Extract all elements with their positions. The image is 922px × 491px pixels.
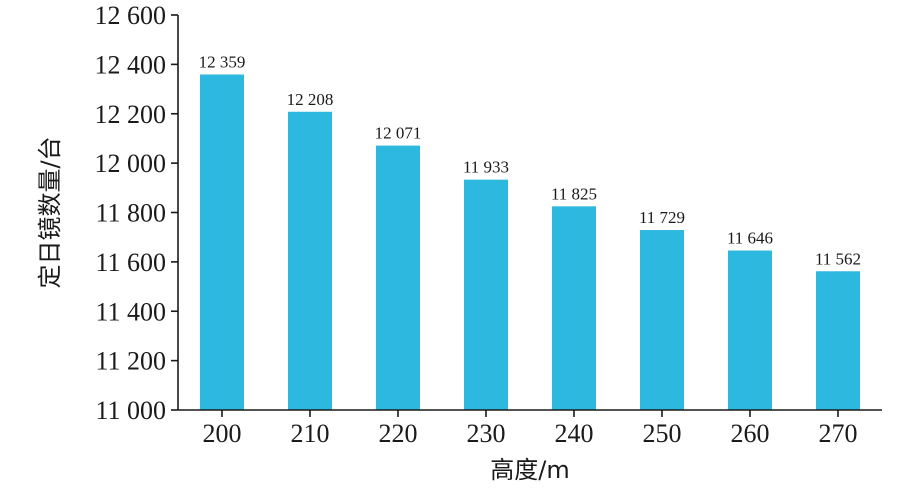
x-tick-label: 250: [643, 419, 682, 448]
y-ticks-group: 11 000 11 200 11 400 11 600 11 800 12 000 12 2…: [95, 1, 178, 425]
y-tick-label: 12 400: [95, 50, 167, 79]
bars-group: [200, 74, 860, 411]
y-tick-label: 11 600: [95, 248, 166, 277]
y-tick-label: 12 000: [95, 149, 167, 178]
bar: [200, 74, 244, 410]
x-tick-label: 200: [203, 419, 242, 448]
x-tick-label: 240: [555, 419, 594, 448]
bar-value-label: 11 933: [463, 158, 509, 177]
y-axis-title: 定日镜数量/台: [36, 136, 64, 288]
x-tick-label: 220: [379, 419, 418, 448]
bar-value-label: 11 562: [815, 249, 861, 268]
bar-value-label: 12 359: [199, 52, 246, 71]
x-tick-label: 230: [467, 419, 506, 448]
data-labels-group: 12 359 12 208 12 071 11 933 11 825 11 729 11 6…: [199, 52, 861, 268]
bar-value-label: 11 646: [727, 229, 773, 248]
y-tick-label: 11 000: [95, 396, 166, 425]
bar: [288, 111, 332, 411]
bar: [816, 271, 860, 410]
y-tick-label: 11 400: [95, 297, 166, 326]
y-tick-label: 12 200: [95, 100, 167, 129]
x-tick-label: 210: [291, 419, 330, 448]
bar: [464, 179, 508, 410]
x-tick-label: 260: [731, 419, 770, 448]
y-tick-label: 11 800: [95, 199, 166, 228]
x-axis-title: 高度/m: [490, 456, 569, 484]
bar: [640, 230, 684, 410]
bar: [552, 206, 596, 410]
y-tick-label: 12 600: [95, 1, 167, 30]
bar: [376, 145, 420, 411]
y-tick-label: 11 200: [95, 347, 166, 376]
bar-value-label: 12 208: [287, 90, 334, 109]
x-ticks-group: 200 210 220 230 240 250 260 270: [203, 410, 858, 448]
bar: [728, 250, 772, 410]
bar-value-label: 11 729: [639, 208, 685, 227]
bar-value-label: 11 825: [551, 184, 597, 203]
bar-value-label: 12 071: [375, 124, 422, 143]
x-tick-label: 270: [819, 419, 858, 448]
